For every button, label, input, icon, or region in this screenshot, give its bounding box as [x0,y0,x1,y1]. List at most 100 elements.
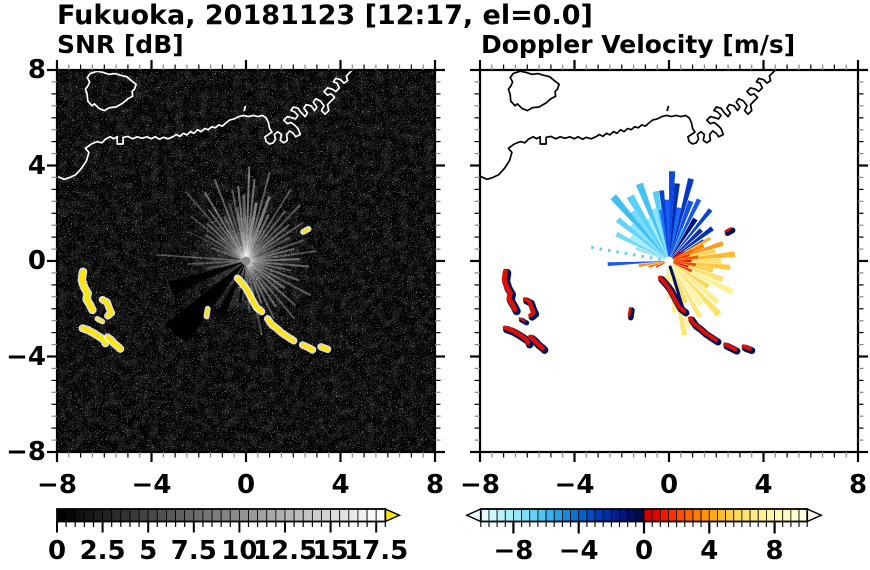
velocity-wedge [669,228,703,261]
velocity-wedge [610,194,669,261]
x-axis-tick-label: 0 [659,470,679,500]
velocity-wedge [659,209,669,261]
snr-clutter-streak [245,260,310,268]
x-axis-tick-label: 8 [848,470,868,500]
velocity-wedge [669,261,689,268]
snr-clutter-streak [236,207,247,262]
snr-colorbar-label: 12.5 [252,536,318,566]
velocity-wedge [669,217,698,261]
snr-colorbar-label: 7.5 [170,536,217,566]
snr-clutter-streak [245,260,312,297]
velocity-echo-blob [518,317,526,323]
velocity-echo-blob [724,227,736,236]
snr-clutter-streak [203,191,247,262]
y-axis-tick-label: −4 [6,341,46,372]
velocity-wedge [669,261,688,304]
velocity-wedge [669,261,710,289]
snr-clutter-streak [245,260,291,272]
x-axis-tick-label: −8 [460,470,500,500]
velocity-wedge [669,226,714,261]
x-axis-tick-label: 8 [425,470,445,500]
snr-colorbar-label: 10 [221,536,258,566]
snr-clutter-streak [244,196,271,262]
velocity-colorbar-label: 8 [765,536,784,566]
velocity-echo-blob [501,268,518,312]
snr-echo-blob [100,297,114,318]
coastline-island [84,70,137,112]
snr-clutter-streak [222,215,248,262]
velocity-wedge [607,261,669,267]
velocity-colorbar [464,507,824,534]
snr-clutter-streak [244,202,258,262]
velocity-echo-blob [628,307,635,321]
snr-echo-blob [301,227,310,234]
snr-clutter-streak [245,248,295,262]
snr-clutter-streak [207,208,247,262]
snr-colorbar [56,507,402,533]
velocity-wedge [626,194,669,261]
y-axis-tick-label: 0 [27,246,46,276]
snr-echo-blob [79,269,95,313]
velocity-wedge [669,258,721,264]
velocity-colorbar-label: −8 [493,536,534,566]
snr-shadow-wedge [168,261,246,295]
snr-colorbar-label: 5 [139,536,158,566]
velocity-wedge [669,227,684,261]
velocity-wedge [629,223,669,261]
velocity-echo-blob [724,227,733,233]
snr-clutter-streak [245,260,300,282]
x-axis-tick-label: 4 [754,470,773,500]
snr-clutter-streak [231,188,247,262]
velocity-wedge [669,198,702,261]
velocity-wedge [669,208,713,261]
velocity-echo-blob [688,316,719,343]
radar-center [241,256,251,266]
velocity-echo-blob [627,306,632,318]
radar-center [664,256,674,266]
snr-clutter-streak [245,258,301,262]
x-axis-tick-label: −8 [37,470,77,500]
velocity-wedge [669,261,697,267]
snr-echo-blob [105,335,123,352]
snr-clutter-streak [245,260,263,304]
snr-clutter-streak [245,260,296,307]
snr-clutter-streak [245,221,304,262]
snr-echo-blob [265,316,296,343]
snr-clutter-streak [245,188,292,262]
snr-clutter-streak [245,260,277,308]
figure-title: Fukuoka, 20181123 [12:17, el=0.0] [57,0,593,31]
velocity-wedge [669,261,722,317]
velocity-echo-blob [741,344,752,351]
snr-clutter-streak [245,260,296,320]
snr-clutter-streak [190,215,247,262]
velocity-colorbar-label: −4 [558,536,599,566]
velocity-wedge [638,261,669,268]
snr-shadow-wedge [165,261,246,344]
coastline-mainland [57,70,353,181]
snr-colorbar-overflow-arrow [384,507,402,523]
x-axis-tick-label: 4 [331,470,350,500]
velocity-wedge [669,254,690,261]
velocity-wedge [669,261,693,273]
snr-colorbar-label: 17.5 [344,536,409,566]
snr-colorbar-label: 15 [312,536,349,566]
x-axis-tick-label: 0 [236,470,256,500]
snr-clutter-streak [186,260,247,266]
snr-colorbar-label: 0 [47,536,67,566]
snr-clutter-streak [213,179,247,262]
snr-clutter-streak [210,246,247,262]
snr-clutter-streak [242,194,248,262]
velocity-wedge [669,255,699,261]
velocity-wedge [630,209,669,261]
velocity-colorbar-right-arrow [806,507,824,523]
snr-panel [47,60,445,462]
snr-clutter-streak [245,223,291,262]
snr-echo-blob [80,326,108,346]
snr-panel-title: SNR [dB] [57,30,184,59]
velocity-colorbar-label: 0 [634,536,654,566]
coastline-island [507,70,560,112]
snr-clutter-streak [245,171,271,262]
snr-clutter-streak [245,213,270,262]
